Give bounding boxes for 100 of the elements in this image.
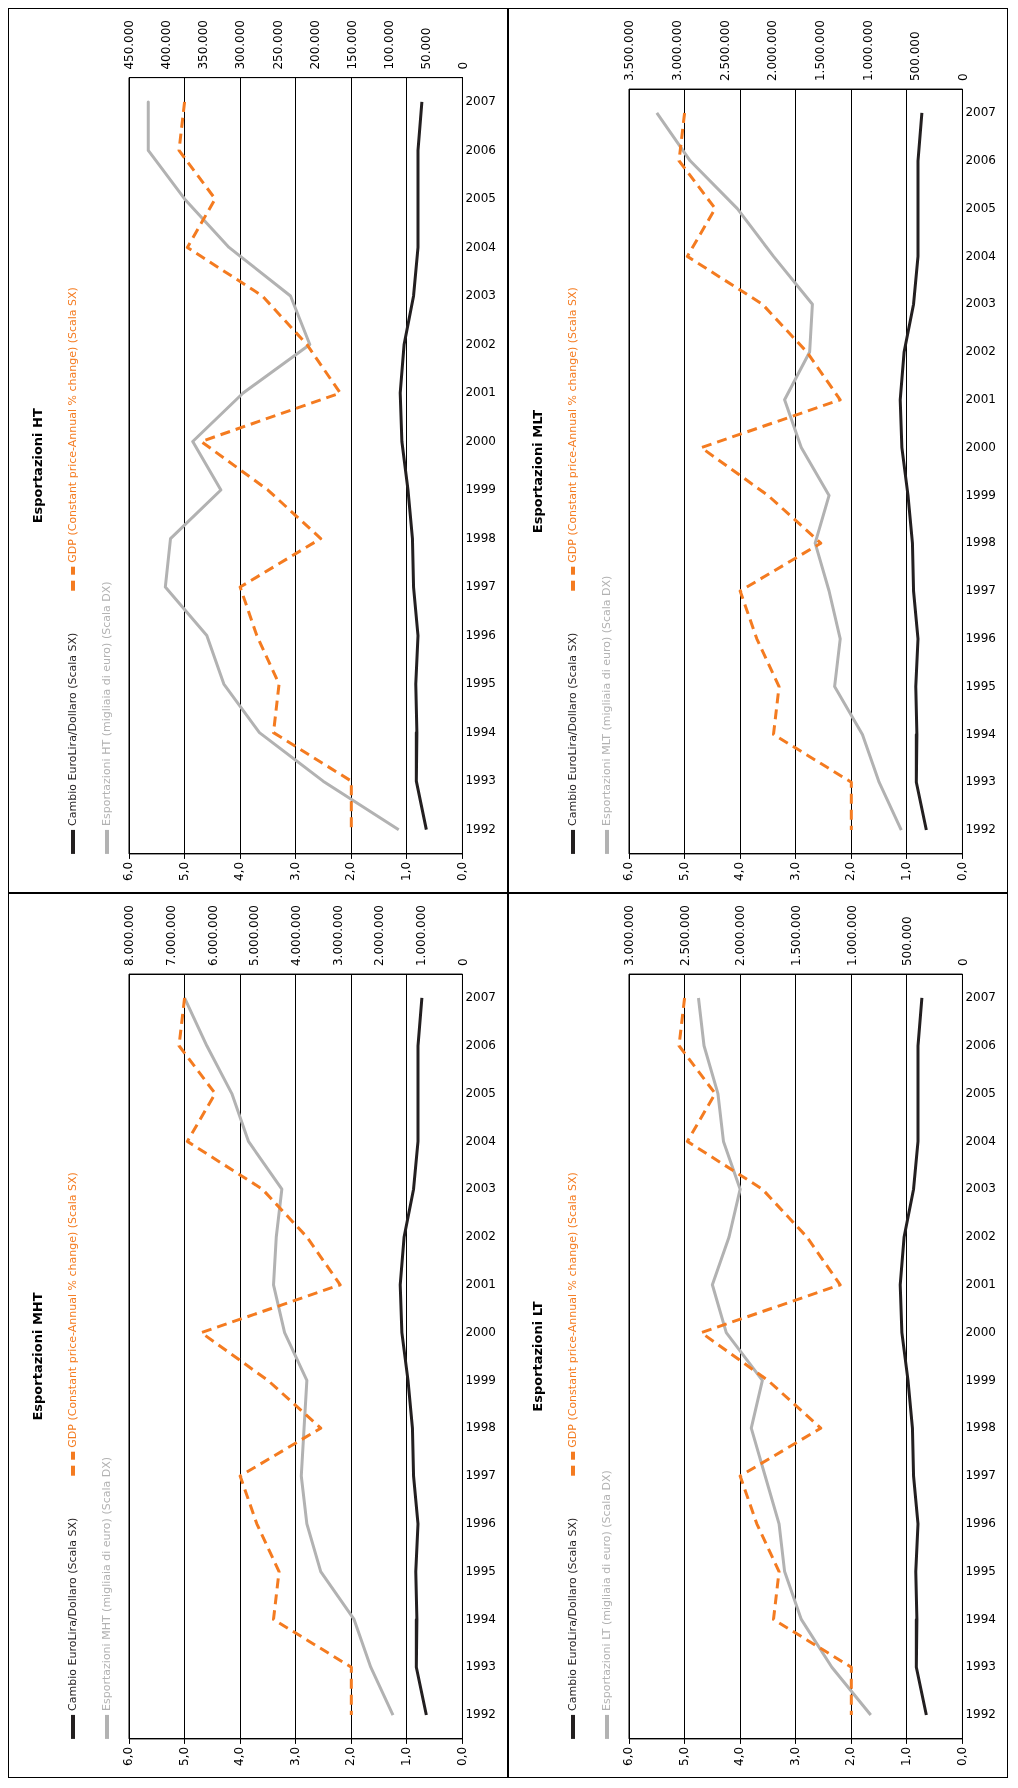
text: Esportazioni HT (migliaia di euro) (Scala DX) [99,581,113,826]
x-tick-label: 5,0 [676,1746,691,1767]
x-tick-label: 1,0 [899,1746,914,1767]
y-tick-label: 1998 [465,1420,497,1435]
text: GDP (Constant price-Annual % change) (Scala SX) [565,1172,579,1448]
x-tick-label: 3,0 [787,1746,802,1767]
x-tick-label: 0,0 [954,1746,969,1767]
y-tick-label: 2002 [465,1229,497,1244]
x2-tick-label: 1.000.000 [414,904,429,967]
x2-tick-label: 1.500.000 [812,19,827,82]
y-tick-label: 1995 [465,1563,497,1578]
text: Esportazioni LT (migliaia di euro) (Scala DX) [599,1470,613,1711]
y-tick-label: 2005 [465,1085,497,1100]
y-tick-label: 1994 [965,726,997,741]
text: Cambio EuroLira/Dollaro (Scala SX) [565,632,579,826]
y-tick-label: 1994 [965,1611,997,1626]
y-tick-label: 2006 [465,1037,497,1052]
x-tick-label: 2,0 [843,1746,858,1767]
y-tick-label: 2001 [465,385,497,400]
x2-tick-label: 2.000.000 [372,904,387,967]
x2-tick-label: 300.000 [233,20,248,70]
y-tick-label: 2003 [965,1181,997,1196]
x2-tick-label: 4.000.000 [289,904,304,967]
y-tick-label: 1996 [465,627,497,642]
text: Esportazioni MHT [30,1292,46,1421]
x-tick-label: 5,0 [676,861,691,882]
x2-tick-label: 2.500.000 [717,19,732,82]
y-tick-label: 1997 [965,1468,997,1483]
x2-tick-label: 0 [955,958,970,967]
y-tick-label: 2004 [465,1133,497,1148]
x2-tick-label: 250.000 [270,20,285,70]
y-tick-label: 2007 [965,105,997,120]
text: Esportazioni MLT [530,409,546,534]
text: Cambio EuroLira/Dollaro (Scala SX) [65,632,79,826]
text: Esportazioni HT [30,408,46,524]
y-tick-label: 1993 [465,1659,497,1674]
y-tick-label: 1994 [465,1611,497,1626]
x2-tick-label: 400.000 [159,20,174,70]
x2-tick-label: 2.000.000 [765,19,780,82]
x-tick-label: 4,0 [232,861,247,882]
y-tick-label: 2003 [965,296,997,311]
x-tick-label: 6,0 [621,1746,636,1767]
x-tick-label: 3,0 [787,861,802,882]
y-tick-label: 1995 [965,678,997,693]
x2-tick-label: 1.000.000 [844,904,859,967]
y-tick-label: 2000 [965,1324,997,1339]
x-tick-label: 2,0 [843,861,858,882]
y-tick-label: 1999 [465,1372,497,1387]
x2-tick-label: 1.500.000 [789,904,804,967]
y-tick-label: 1994 [465,724,497,739]
y-tick-label: 1997 [465,579,497,594]
y-tick-label: 2007 [465,990,497,1005]
y-tick-label: 2005 [965,200,997,215]
y-tick-label: 1999 [965,1372,997,1387]
y-tick-label: 2003 [465,288,497,303]
y-tick-label: 1992 [465,821,497,836]
x2-tick-label: 0 [955,73,970,82]
y-tick-label: 2002 [965,344,997,359]
text: GDP (Constant price-Annual % change) (Scala SX) [565,287,579,563]
y-tick-label: 1999 [465,482,497,497]
y-tick-label: 1993 [965,774,997,789]
x-tick-label: 0,0 [454,1746,469,1767]
y-tick-label: 1992 [965,1707,997,1722]
text: Cambio EuroLira/Dollaro (Scala SX) [65,1517,79,1711]
x2-tick-label: 7.000.000 [164,904,179,967]
x2-tick-label: 5.000.000 [247,904,262,967]
y-tick-label: 1999 [965,487,997,502]
x-tick-label: 2,0 [343,1746,358,1767]
y-tick-label: 2001 [965,1276,997,1291]
x-tick-label: 6,0 [621,861,636,882]
x2-tick-label: 500.000 [908,31,923,82]
x2-tick-label: 200.000 [307,20,322,70]
x-tick-label: 6,0 [121,861,136,882]
y-tick-label: 2001 [465,1276,497,1291]
y-tick-label: 2006 [465,142,497,157]
y-tick-label: 1996 [965,1515,997,1530]
x-tick-label: 3,0 [287,1746,302,1767]
y-tick-label: 2000 [465,433,497,448]
x-tick-label: 4,0 [732,1746,747,1767]
text: Esportazioni MLT (migliaia di euro) (Scala DX) [599,575,613,826]
text: Cambio EuroLira/Dollaro (Scala SX) [565,1517,579,1711]
y-tick-label: 1997 [465,1468,497,1483]
y-tick-label: 2005 [465,191,497,206]
x-tick-label: 5,0 [176,861,191,882]
x2-tick-label: 150.000 [344,20,359,70]
y-tick-label: 2001 [965,391,997,406]
text: GDP (Constant price-Annual % change) (Scala SX) [65,1172,79,1448]
y-tick-label: 1998 [465,530,497,545]
y-tick-label: 2004 [965,1133,997,1148]
y-tick-label: 2007 [965,990,997,1005]
x-tick-label: 2,0 [343,861,358,882]
x2-tick-label: 0 [455,61,470,70]
x2-tick-label: 50.000 [418,27,433,70]
text: Esportazioni MHT (migliaia di euro) (Scala DX) [99,1456,113,1711]
x2-tick-label: 1.000.000 [860,19,875,82]
x2-tick-label: 500.000 [900,916,915,967]
x-tick-label: 4,0 [232,1746,247,1767]
text: Esportazioni LT [530,1301,546,1412]
y-tick-label: 2002 [965,1229,997,1244]
y-tick-label: 2003 [465,1181,497,1196]
